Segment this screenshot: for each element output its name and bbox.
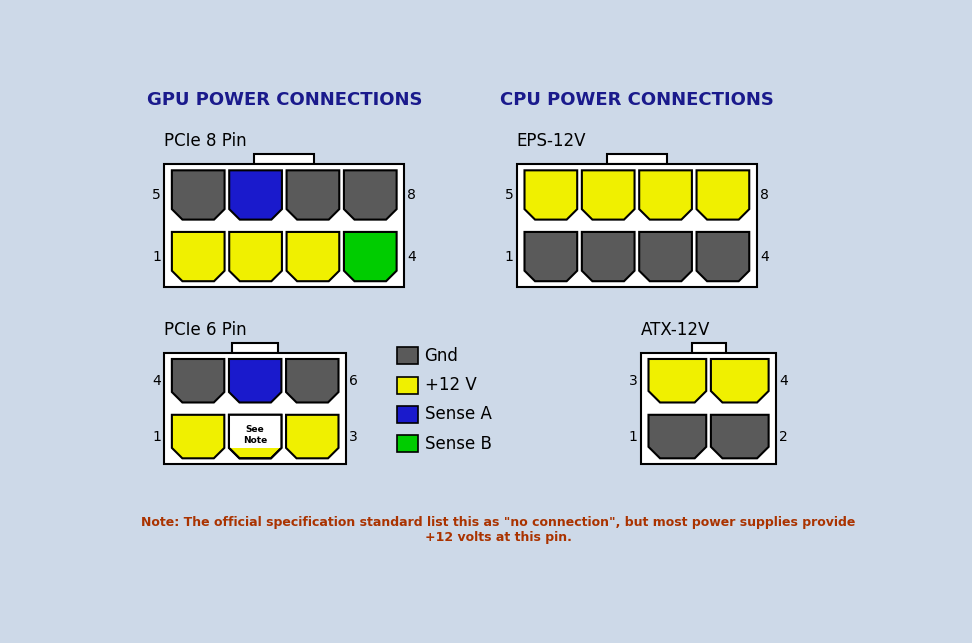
Polygon shape xyxy=(697,232,749,281)
FancyBboxPatch shape xyxy=(397,347,418,365)
Text: 6: 6 xyxy=(349,374,359,388)
FancyBboxPatch shape xyxy=(607,154,667,164)
Polygon shape xyxy=(711,359,769,403)
Text: 1: 1 xyxy=(629,430,638,444)
Text: Sense A: Sense A xyxy=(425,406,492,424)
Polygon shape xyxy=(582,170,635,220)
Text: ATX-12V: ATX-12V xyxy=(641,321,711,339)
Text: CPU POWER CONNECTIONS: CPU POWER CONNECTIONS xyxy=(500,91,774,109)
Polygon shape xyxy=(286,359,338,403)
Text: 1: 1 xyxy=(153,249,161,264)
Text: 8: 8 xyxy=(407,188,416,202)
Text: Gnd: Gnd xyxy=(425,347,459,365)
Polygon shape xyxy=(640,232,692,281)
Text: 1: 1 xyxy=(153,430,161,444)
FancyBboxPatch shape xyxy=(641,353,777,464)
FancyBboxPatch shape xyxy=(397,435,418,452)
Text: 3: 3 xyxy=(629,374,638,388)
Text: 1: 1 xyxy=(504,249,513,264)
Polygon shape xyxy=(582,232,635,281)
FancyBboxPatch shape xyxy=(397,377,418,394)
Polygon shape xyxy=(640,170,692,220)
FancyBboxPatch shape xyxy=(397,406,418,423)
Polygon shape xyxy=(286,415,338,458)
Text: Note: The official specification standard list this as "no connection", but most: Note: The official specification standar… xyxy=(141,516,855,544)
Text: 4: 4 xyxy=(153,374,161,388)
Polygon shape xyxy=(172,359,225,403)
Polygon shape xyxy=(648,359,707,403)
Polygon shape xyxy=(229,170,282,220)
FancyBboxPatch shape xyxy=(255,154,314,164)
FancyBboxPatch shape xyxy=(164,164,404,287)
Polygon shape xyxy=(172,415,225,458)
Polygon shape xyxy=(711,415,769,458)
Text: 4: 4 xyxy=(407,249,416,264)
Text: 4: 4 xyxy=(760,249,769,264)
Polygon shape xyxy=(287,170,339,220)
FancyBboxPatch shape xyxy=(164,353,346,464)
Text: See
Note: See Note xyxy=(243,425,267,445)
Polygon shape xyxy=(525,170,577,220)
Polygon shape xyxy=(229,359,282,403)
Polygon shape xyxy=(344,232,397,281)
Polygon shape xyxy=(229,415,282,448)
Text: EPS-12V: EPS-12V xyxy=(517,132,586,150)
Polygon shape xyxy=(172,170,225,220)
Text: 4: 4 xyxy=(780,374,788,388)
Text: Sense B: Sense B xyxy=(425,435,492,453)
Polygon shape xyxy=(525,232,577,281)
Polygon shape xyxy=(172,232,225,281)
Text: PCIe 8 Pin: PCIe 8 Pin xyxy=(164,132,247,150)
Text: 5: 5 xyxy=(504,188,513,202)
FancyBboxPatch shape xyxy=(692,343,725,353)
Text: PCIe 6 Pin: PCIe 6 Pin xyxy=(164,321,247,339)
FancyBboxPatch shape xyxy=(517,164,757,287)
Polygon shape xyxy=(287,232,339,281)
Text: 5: 5 xyxy=(153,188,161,202)
FancyBboxPatch shape xyxy=(232,343,278,353)
Text: 3: 3 xyxy=(349,430,358,444)
Text: 2: 2 xyxy=(780,430,788,444)
Text: GPU POWER CONNECTIONS: GPU POWER CONNECTIONS xyxy=(147,91,422,109)
Polygon shape xyxy=(229,232,282,281)
Polygon shape xyxy=(697,170,749,220)
Text: +12 V: +12 V xyxy=(425,376,476,394)
Polygon shape xyxy=(648,415,707,458)
Polygon shape xyxy=(344,170,397,220)
Text: 8: 8 xyxy=(760,188,769,202)
Polygon shape xyxy=(229,415,282,458)
